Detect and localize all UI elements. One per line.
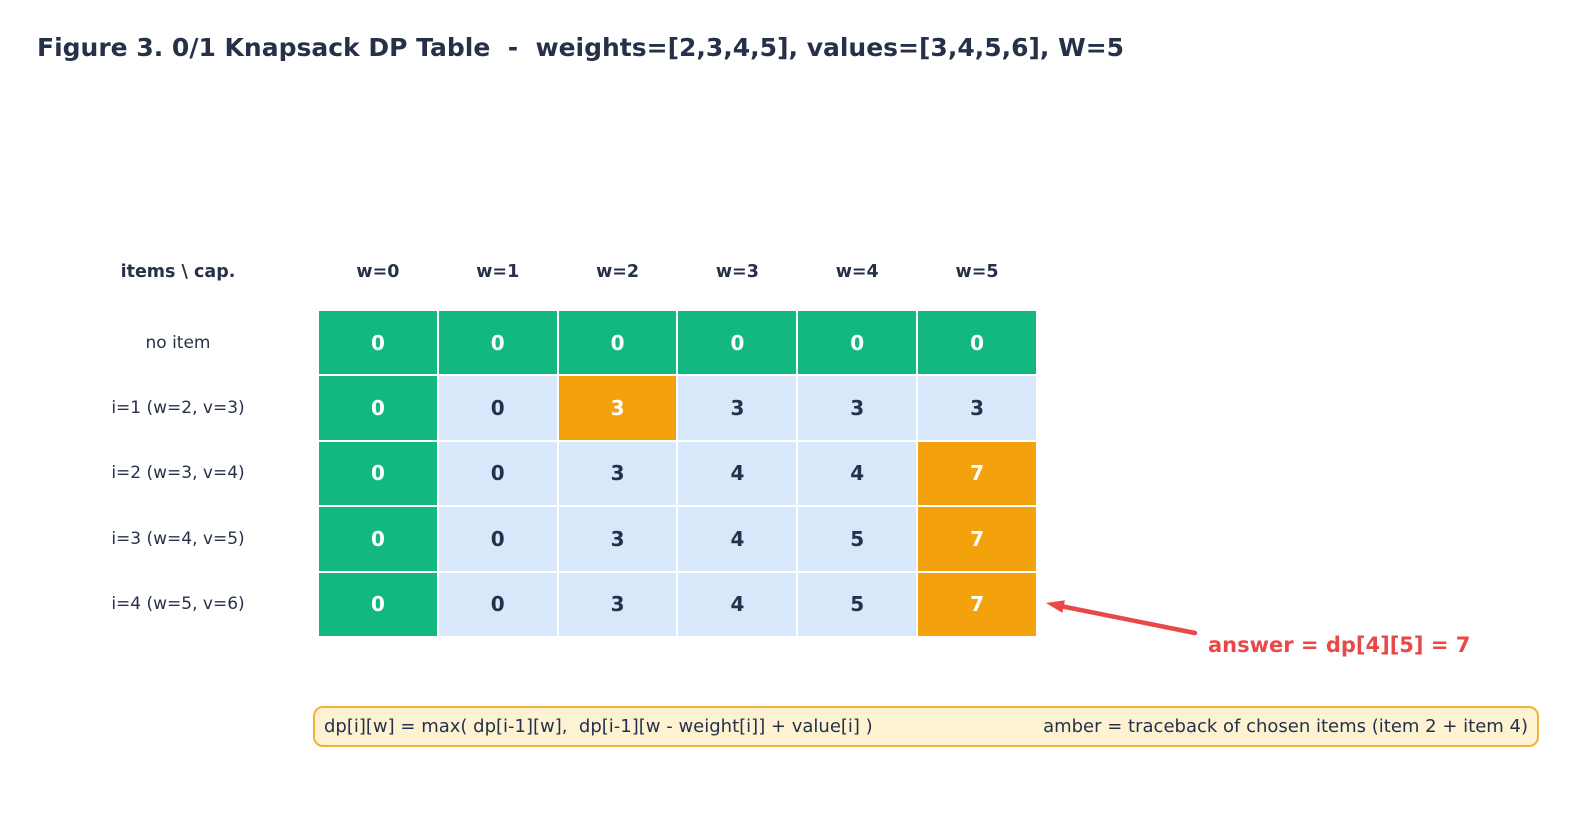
corner-header-label: items \ cap. [120,262,236,282]
figure-title: Figure 3. 0/1 Knapsack DP Table - weight… [37,33,1125,62]
table-row: i=4 (w=5, v=6) 0 0 3 4 5 7 [38,571,1037,637]
col-header-w5: w=5 [955,262,999,282]
dp-cell: 4 [677,506,798,572]
dp-cell: 0 [557,310,678,376]
table-row: i=1 (w=2, v=3) 0 0 3 3 3 3 [38,375,1037,441]
col-header-w4: w=4 [835,262,879,282]
dp-cell: 7 [917,506,1037,572]
dp-cell: 0 [437,375,558,441]
dp-cell: 5 [797,506,918,572]
table-row: no item 0 0 0 0 0 0 [38,310,1037,376]
formula-legend-box: dp[i][w] = max( dp[i-1][w], dp[i-1][w - … [313,706,1539,747]
dp-cell: 0 [318,571,438,637]
dp-cell: 7 [917,440,1037,507]
dp-cell: 4 [677,440,798,507]
amber-note-text: amber = traceback of chosen items (item … [1043,716,1528,737]
dp-cell: 3 [797,375,918,441]
dp-cell: 0 [318,506,438,572]
row-label: i=4 (w=5, v=6) [111,594,245,615]
dp-table-header-row: items \ cap. w=0 w=1 w=2 w=3 w=4 w=5 [38,250,1037,294]
dp-cell: 0 [797,310,918,376]
dp-cell: 3 [557,375,678,441]
dp-cell: 3 [917,375,1037,441]
dp-cell: 0 [677,310,798,376]
dp-cell: 0 [318,440,438,507]
table-row: i=3 (w=4, v=5) 0 0 3 4 5 7 [38,506,1037,572]
row-label: i=1 (w=2, v=3) [111,398,245,419]
dp-table: items \ cap. w=0 w=1 w=2 w=3 w=4 w=5 no … [38,250,1037,637]
answer-annotation: answer = dp[4][5] = 7 [1208,633,1471,657]
col-header-w1: w=1 [476,262,520,282]
col-header-w2: w=2 [596,262,640,282]
dp-cell: 0 [437,440,558,507]
dp-cell: 7 [917,571,1037,637]
dp-table-body: no item 0 0 0 0 0 0 i=1 (w=2, v=3) 0 0 3… [38,310,1037,637]
dp-cell: 0 [917,310,1037,376]
table-row: i=2 (w=3, v=4) 0 0 3 4 4 7 [38,440,1037,507]
dp-cell: 0 [437,310,558,376]
dp-cell: 4 [797,440,918,507]
dp-cell: 0 [437,506,558,572]
dp-cell: 0 [318,310,438,376]
dp-cell: 0 [318,375,438,441]
col-header-w0: w=0 [356,262,400,282]
dp-cell: 0 [437,571,558,637]
dp-cell: 3 [557,506,678,572]
row-label: i=2 (w=3, v=4) [111,463,245,484]
dp-cell: 3 [557,440,678,507]
dp-formula-text: dp[i][w] = max( dp[i-1][w], dp[i-1][w - … [324,716,873,737]
dp-cell: 3 [677,375,798,441]
dp-cell: 3 [557,571,678,637]
row-label: i=3 (w=4, v=5) [111,528,245,549]
dp-cell: 4 [677,571,798,637]
col-header-w3: w=3 [715,262,759,282]
dp-cell: 5 [797,571,918,637]
row-label: no item [145,332,211,353]
